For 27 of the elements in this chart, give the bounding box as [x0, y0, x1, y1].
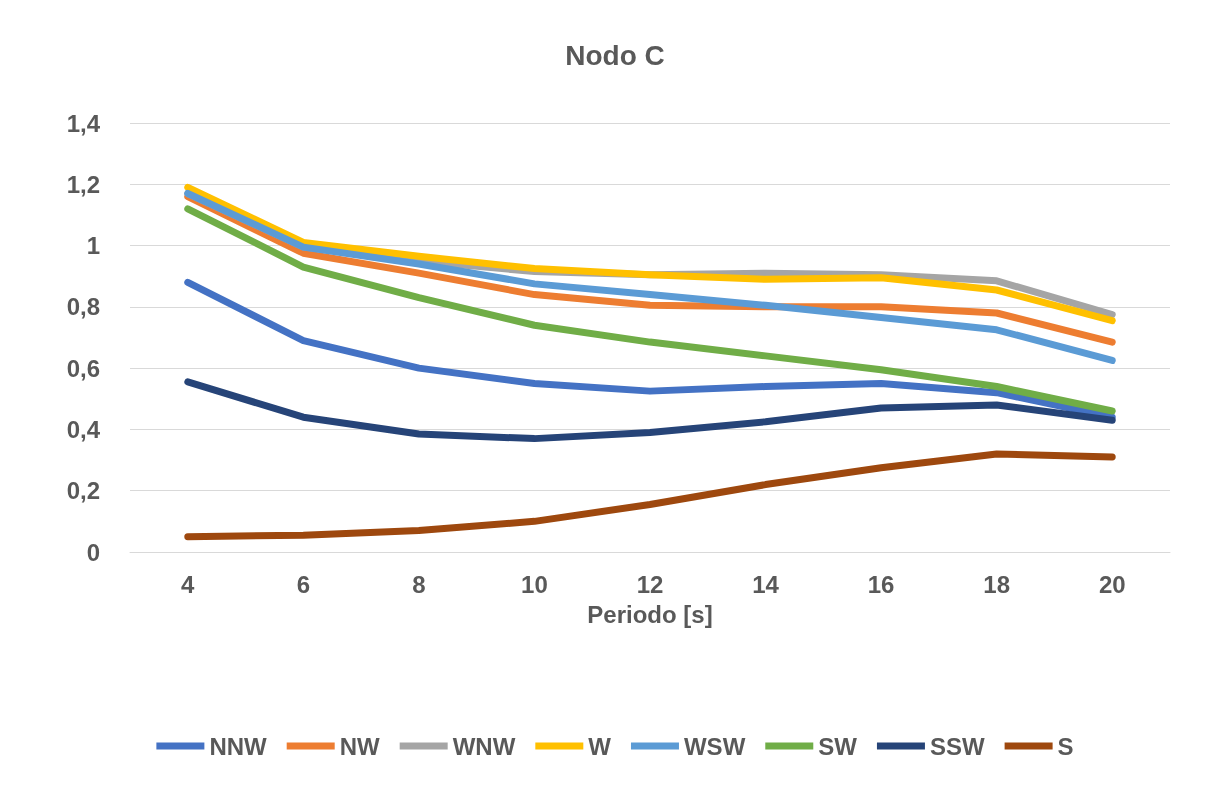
legend-label: W [588, 732, 612, 760]
chart-title: Nodo C [565, 39, 665, 71]
y-tick-label: 0,2 [66, 477, 100, 505]
y-tick-label: 0,6 [66, 354, 100, 382]
x-tick-label: 6 [296, 570, 311, 598]
legend-label: WNW [452, 732, 516, 760]
x-tick-label: 12 [636, 570, 664, 598]
x-axis-title: Periodo [s] [587, 600, 713, 628]
y-tick-label: 1,2 [66, 170, 100, 198]
x-tick-label: 10 [521, 570, 548, 598]
x-tick-label: 18 [983, 570, 1011, 598]
y-tick-label: 0,4 [66, 415, 101, 443]
legend-label: S [1057, 732, 1074, 760]
x-tick-label: 4 [181, 570, 196, 598]
x-tick-label: 16 [867, 570, 895, 598]
legend-label: NW [339, 732, 381, 760]
legend-label: NNW [209, 732, 268, 760]
x-tick-label: 8 [412, 570, 426, 598]
y-tick-label: 1,4 [66, 109, 101, 137]
y-tick-label: 1 [86, 232, 100, 260]
legend-label: SW [818, 732, 858, 760]
y-tick-label: 0,8 [66, 293, 100, 321]
x-tick-label: 14 [752, 570, 780, 598]
x-tick-label: 20 [1098, 570, 1126, 598]
y-tick-label: 0 [86, 538, 100, 566]
legend-label: SSW [929, 732, 985, 760]
legend-label: WSW [683, 732, 746, 760]
